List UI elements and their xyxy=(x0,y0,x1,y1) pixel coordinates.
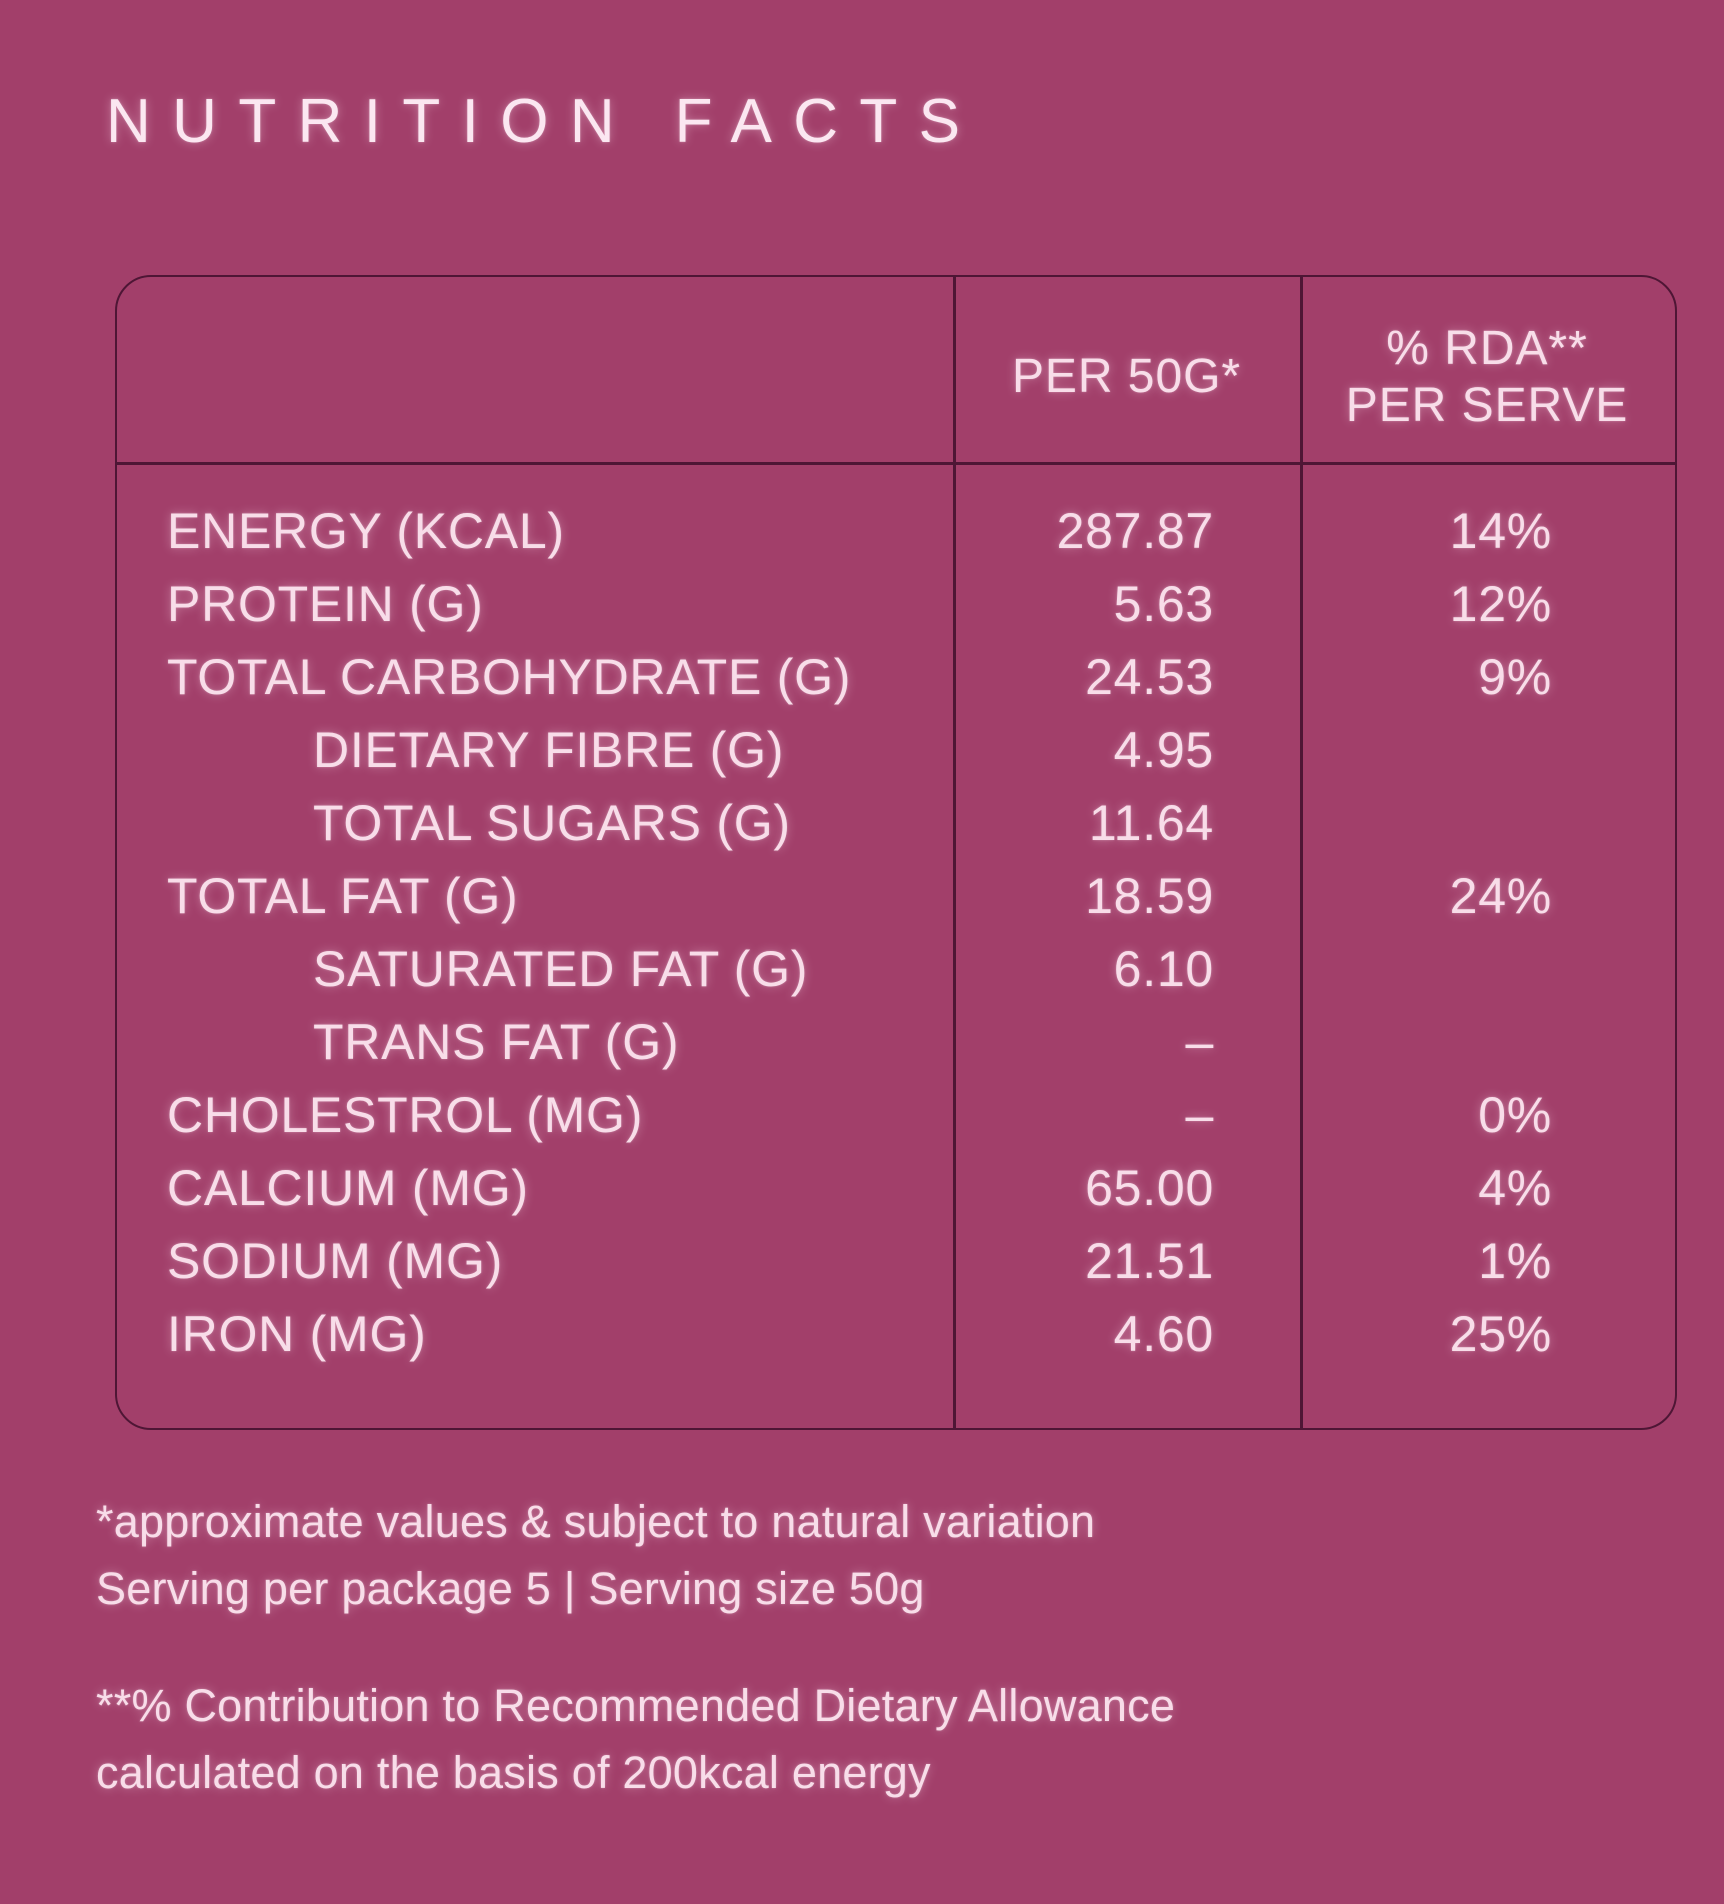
per-50g-value: 21.51 xyxy=(1085,1232,1214,1289)
column-divider-2 xyxy=(1300,277,1303,1428)
rda-value: 4% xyxy=(1478,1159,1552,1216)
table-row-sodium: SODIUM (MG) 21.51 1% xyxy=(117,1224,1675,1297)
table-body: ENERGY (KCAL) 287.87 14% PROTEIN (G) 5.6… xyxy=(117,464,1675,1428)
table-row-dietary-fibre: DIETARY FIBRE (G) 4.95 xyxy=(117,713,1675,786)
nutrient-label: ENERGY (KCAL) xyxy=(167,502,565,559)
table-row-saturated-fat: SATURATED FAT (G) 6.10 xyxy=(117,932,1675,1005)
header-rda-per-serve: % RDA** PER SERVE xyxy=(1300,306,1674,434)
per-50g-value: 4.95 xyxy=(1113,721,1214,778)
page-title: NUTRITION FACTS xyxy=(106,87,982,156)
nutrient-label: TRANS FAT (G) xyxy=(313,1013,680,1070)
nutrient-label: TOTAL FAT (G) xyxy=(167,867,519,924)
rda-value: 12% xyxy=(1449,575,1552,632)
per-50g-value: 287.87 xyxy=(1056,502,1214,559)
table-row-total-sugars: TOTAL SUGARS (G) 11.64 xyxy=(117,786,1675,859)
footnotes: *approximate values & subject to natural… xyxy=(96,1488,1656,1806)
header-rda-line2: PER SERVE xyxy=(1345,378,1629,432)
rda-value: 1% xyxy=(1478,1232,1552,1289)
footnote-serving-info: Serving per package 5 | Serving size 50g xyxy=(96,1563,925,1614)
per-50g-value: 18.59 xyxy=(1085,867,1214,924)
rda-value: 14% xyxy=(1449,502,1552,559)
table-header-row: PER 50G* % RDA** PER SERVE xyxy=(117,277,1675,462)
table-row-calcium: CALCIUM (MG) 65.00 4% xyxy=(117,1151,1675,1224)
header-nutrient-blank xyxy=(117,363,953,377)
table-row-protein: PROTEIN (G) 5.63 12% xyxy=(117,567,1675,640)
table-row-energy: ENERGY (KCAL) 287.87 14% xyxy=(117,494,1675,567)
per-50g-value: 24.53 xyxy=(1085,648,1214,705)
header-separator-line xyxy=(117,462,1675,465)
nutrition-facts-table: PER 50G* % RDA** PER SERVE ENERGY (KCAL)… xyxy=(115,275,1677,1430)
per-50g-value: 11.64 xyxy=(1088,794,1214,851)
table-row-total-fat: TOTAL FAT (G) 18.59 24% xyxy=(117,859,1675,932)
rda-value: 24% xyxy=(1449,867,1552,924)
nutrient-label: DIETARY FIBRE (G) xyxy=(313,721,785,778)
footnote-rda-note-line2: calculated on the basis of 200kcal energ… xyxy=(96,1747,931,1798)
per-50g-value: 65.00 xyxy=(1085,1159,1214,1216)
nutrient-label: CALCIUM (MG) xyxy=(167,1159,529,1216)
nutrient-label: IRON (MG) xyxy=(167,1305,427,1362)
per-50g-value: 5.63 xyxy=(1113,575,1214,632)
rda-value: 9% xyxy=(1478,648,1552,705)
footnote-rda-note-line1: **% Contribution to Recommended Dietary … xyxy=(96,1680,1176,1731)
header-rda-line1: % RDA** xyxy=(1386,321,1588,375)
footnote-approx-serving: *approximate values & subject to natural… xyxy=(96,1488,1656,1622)
header-per-50g: PER 50G* xyxy=(1011,350,1242,403)
nutrient-label: CHOLESTROL (MG) xyxy=(167,1086,644,1143)
nutrient-label: TOTAL CARBOHYDRATE (G) xyxy=(167,648,852,705)
table-row-cholestrol: CHOLESTROL (MG) – 0% xyxy=(117,1078,1675,1151)
nutrient-label: SATURATED FAT (G) xyxy=(313,940,809,997)
table-row-total-carbohydrate: TOTAL CARBOHYDRATE (G) 24.53 9% xyxy=(117,640,1675,713)
rda-value: 0% xyxy=(1478,1086,1552,1143)
footnote-approx-values: *approximate values & subject to natural… xyxy=(96,1496,1096,1547)
per-50g-value: 6.10 xyxy=(1113,940,1214,997)
rda-value: 25% xyxy=(1449,1305,1552,1362)
nutrient-label: SODIUM (MG) xyxy=(167,1232,503,1289)
table-row-iron: IRON (MG) 4.60 25% xyxy=(117,1297,1675,1370)
per-50g-value: 4.60 xyxy=(1113,1305,1214,1362)
column-divider-1 xyxy=(953,277,956,1428)
footnote-rda-note: **% Contribution to Recommended Dietary … xyxy=(96,1672,1656,1806)
per-50g-value: – xyxy=(1185,1013,1214,1070)
per-50g-value: – xyxy=(1185,1086,1214,1143)
nutrient-label: PROTEIN (G) xyxy=(167,575,484,632)
table-row-trans-fat: TRANS FAT (G) – xyxy=(117,1005,1675,1078)
nutrient-label: TOTAL SUGARS (G) xyxy=(313,794,791,851)
